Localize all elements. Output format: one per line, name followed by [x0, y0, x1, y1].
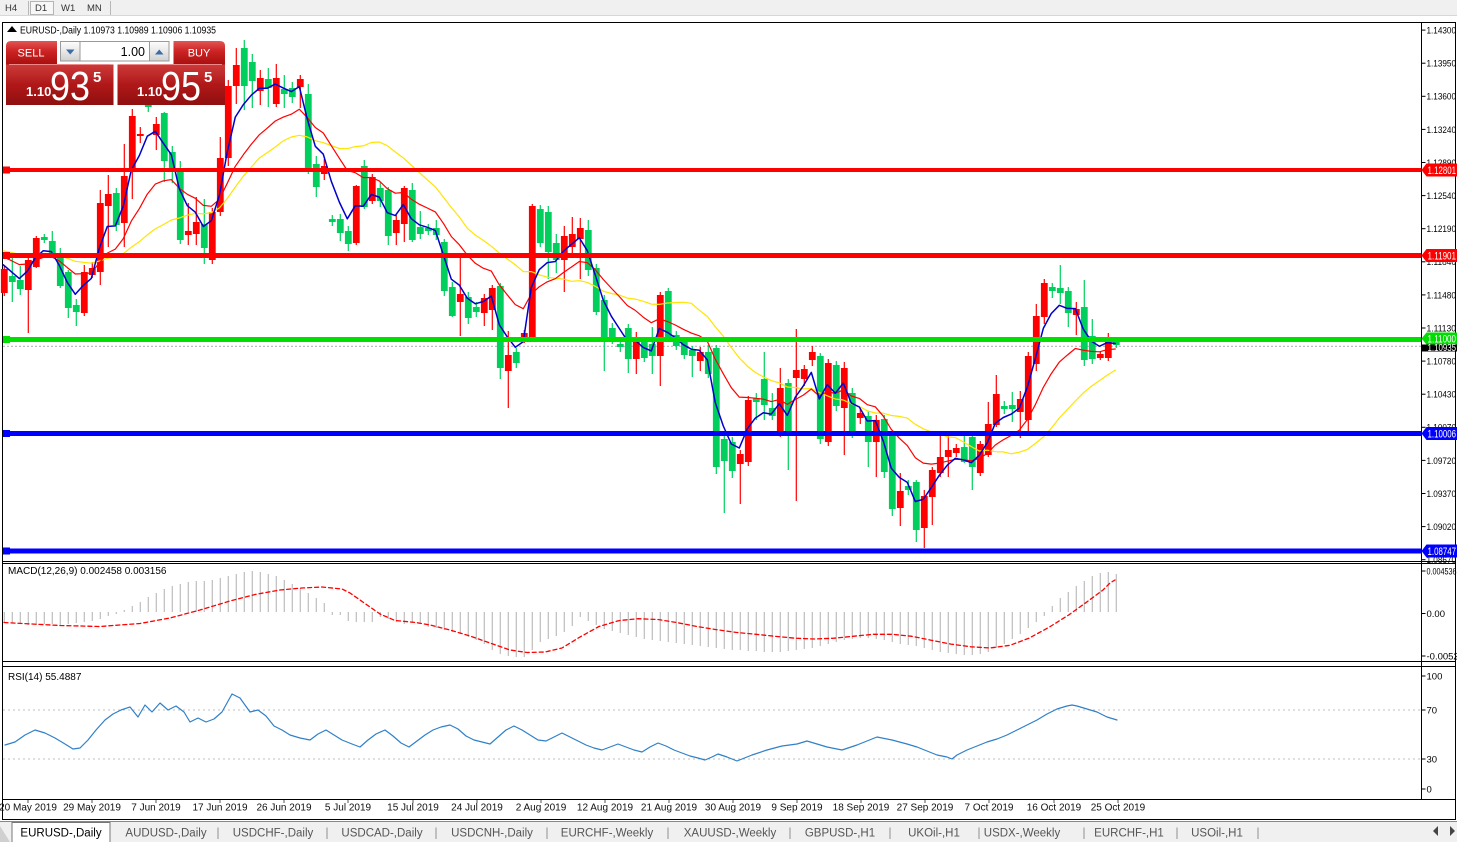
svg-text:1.00: 1.00 — [121, 45, 145, 59]
svg-text:|: | — [546, 828, 549, 840]
svg-text:1.08747: 1.08747 — [1428, 546, 1457, 558]
svg-text:W1: W1 — [61, 3, 75, 14]
svg-text:|: | — [435, 828, 438, 840]
svg-text:93: 93 — [50, 63, 90, 109]
svg-text:1.13600: 1.13600 — [1427, 92, 1457, 103]
svg-text:0.00: 0.00 — [1427, 609, 1446, 620]
svg-text:1.13950: 1.13950 — [1427, 59, 1457, 70]
svg-text:|: | — [789, 828, 792, 840]
svg-text:7 Jun 2019: 7 Jun 2019 — [131, 803, 181, 814]
svg-text:|: | — [1083, 828, 1086, 840]
svg-text:5: 5 — [93, 69, 101, 86]
svg-text:1.10006: 1.10006 — [1428, 429, 1457, 441]
svg-text:GBPUSD-,H1: GBPUSD-,H1 — [805, 828, 875, 840]
svg-text:|: | — [978, 828, 981, 840]
svg-text:5 Jul 2019: 5 Jul 2019 — [325, 803, 372, 814]
svg-text:30: 30 — [1427, 754, 1438, 765]
svg-text:2 Aug 2019: 2 Aug 2019 — [516, 803, 567, 814]
svg-text:UKOil-,H1: UKOil-,H1 — [908, 828, 960, 840]
svg-text:18 Sep 2019: 18 Sep 2019 — [833, 803, 890, 814]
svg-text:95: 95 — [161, 63, 201, 109]
svg-text:25 Oct 2019: 25 Oct 2019 — [1091, 803, 1146, 814]
svg-text:EURUSD-,Daily 1.10973 1.10989: EURUSD-,Daily 1.10973 1.10989 1.10906 1.… — [20, 26, 216, 37]
svg-text:1.10780: 1.10780 — [1427, 357, 1457, 368]
svg-text:16 Oct 2019: 16 Oct 2019 — [1027, 803, 1082, 814]
svg-text:1.09020: 1.09020 — [1427, 522, 1457, 533]
svg-text:1.10: 1.10 — [26, 84, 51, 99]
svg-text:USDCNH-,Daily: USDCNH-,Daily — [451, 828, 533, 840]
svg-text:H4: H4 — [5, 3, 17, 14]
svg-text:27 Sep 2019: 27 Sep 2019 — [897, 803, 954, 814]
svg-text:1.12190: 1.12190 — [1427, 224, 1457, 235]
svg-text:20 May 2019: 20 May 2019 — [0, 803, 57, 814]
svg-text:BUY: BUY — [188, 48, 211, 60]
svg-text:|: | — [1176, 828, 1179, 840]
svg-text:USDCAD-,Daily: USDCAD-,Daily — [341, 828, 422, 840]
svg-text:AUDUSD-,Daily: AUDUSD-,Daily — [125, 828, 206, 840]
svg-text:RSI(14) 55.4887: RSI(14) 55.4887 — [8, 672, 82, 683]
svg-text:100: 100 — [1427, 671, 1443, 682]
svg-text:29 May 2019: 29 May 2019 — [63, 803, 121, 814]
svg-text:EURCHF-,Weekly: EURCHF-,Weekly — [561, 828, 654, 840]
svg-text:|: | — [217, 828, 220, 840]
svg-text:0.004536: 0.004536 — [1427, 566, 1457, 577]
svg-text:1.12540: 1.12540 — [1427, 191, 1457, 202]
svg-text:MN: MN — [87, 3, 102, 14]
svg-text:24 Jul 2019: 24 Jul 2019 — [451, 803, 503, 814]
svg-text:D1: D1 — [35, 3, 47, 14]
svg-text:1.11480: 1.11480 — [1427, 290, 1457, 301]
svg-text:1.14300: 1.14300 — [1427, 26, 1457, 37]
svg-text:9 Sep 2019: 9 Sep 2019 — [771, 803, 823, 814]
svg-text:MACD(12,26,9) 0.002458 0.00315: MACD(12,26,9) 0.002458 0.003156 — [8, 566, 167, 577]
svg-text:USOil-,H1: USOil-,H1 — [1191, 828, 1243, 840]
svg-text:XAUUSD-,Weekly: XAUUSD-,Weekly — [684, 828, 777, 840]
svg-text:|: | — [326, 828, 329, 840]
svg-text:30 Aug 2019: 30 Aug 2019 — [705, 803, 762, 814]
svg-text:1.11901: 1.11901 — [1428, 251, 1457, 263]
svg-text:1.10: 1.10 — [137, 84, 162, 99]
svg-text:USDX-,Weekly: USDX-,Weekly — [984, 828, 1061, 840]
svg-text:1.09370: 1.09370 — [1427, 489, 1457, 500]
svg-text:|: | — [1257, 828, 1260, 840]
svg-text:70: 70 — [1427, 705, 1438, 716]
svg-text:USDCHF-,Daily: USDCHF-,Daily — [233, 828, 314, 840]
svg-text:EURCHF-,H1: EURCHF-,H1 — [1094, 828, 1164, 840]
svg-text:EURUSD-,Daily: EURUSD-,Daily — [20, 828, 101, 840]
svg-text:17 Jun 2019: 17 Jun 2019 — [192, 803, 247, 814]
svg-text:5: 5 — [204, 69, 212, 86]
svg-text:1.09720: 1.09720 — [1427, 456, 1457, 467]
svg-text:SELL: SELL — [18, 48, 45, 60]
svg-text:0: 0 — [1427, 784, 1432, 795]
svg-text:1.12801: 1.12801 — [1428, 165, 1457, 177]
svg-text:12 Aug 2019: 12 Aug 2019 — [577, 803, 634, 814]
svg-text:|: | — [667, 828, 670, 840]
svg-text:1.10935: 1.10935 — [1428, 343, 1457, 354]
svg-text:|: | — [889, 828, 892, 840]
svg-text:7 Oct 2019: 7 Oct 2019 — [965, 803, 1014, 814]
svg-text:1.13240: 1.13240 — [1427, 125, 1457, 136]
svg-text:-0.005203: -0.005203 — [1427, 651, 1457, 662]
svg-text:26 Jun 2019: 26 Jun 2019 — [256, 803, 311, 814]
svg-text:1.10430: 1.10430 — [1427, 390, 1457, 401]
svg-text:15 Jul 2019: 15 Jul 2019 — [387, 803, 439, 814]
svg-text:21 Aug 2019: 21 Aug 2019 — [641, 803, 698, 814]
